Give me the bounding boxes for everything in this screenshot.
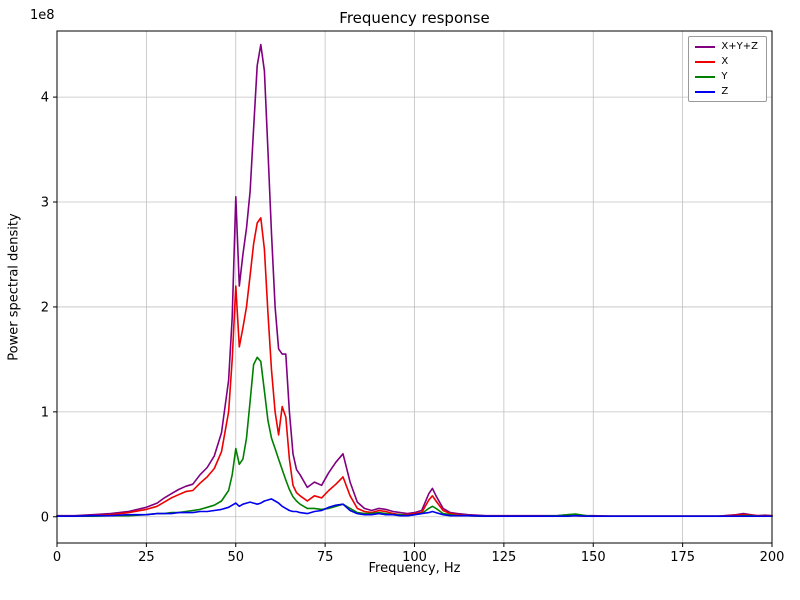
x-tick-label: 175	[670, 550, 695, 565]
legend-label: Z	[721, 86, 729, 97]
legend-label: Y	[721, 71, 728, 82]
legend-entry: X	[695, 56, 758, 67]
x-tick-label: 125	[491, 550, 516, 565]
x-axis-label: Frequency, Hz	[368, 561, 461, 576]
y-tick-label: 0	[41, 510, 49, 525]
y-tick-label: 2	[41, 300, 49, 315]
legend-line-swatch	[695, 45, 716, 48]
chart-title: Frequency response	[339, 9, 490, 27]
legend-label: X	[721, 56, 729, 67]
x-tick-label: 50	[227, 550, 244, 565]
legend-entry: Z	[695, 86, 758, 97]
x-tick-label: 0	[53, 550, 61, 565]
y-tick-label: 4	[41, 91, 49, 106]
legend-label: X+Y+Z	[721, 41, 758, 52]
legend: X+Y+Z X Y Z	[688, 36, 767, 102]
x-tick-label: 100	[402, 550, 427, 565]
x-tick-label: 200	[760, 550, 785, 565]
legend-entry: X+Y+Z	[695, 41, 758, 52]
y-axis-label: Power spectral density	[6, 213, 22, 361]
legend-line-swatch	[695, 90, 716, 93]
y-tick-label: 3	[41, 196, 49, 211]
x-tick-label: 150	[581, 550, 606, 565]
legend-entry: Y	[695, 71, 758, 82]
y-axis-offset-label: 1e8	[30, 8, 55, 23]
x-tick-label: 25	[138, 550, 155, 565]
legend-line-swatch	[695, 60, 716, 63]
y-tick-label: 1	[41, 405, 49, 420]
legend-line-swatch	[695, 75, 716, 78]
series-line-Z	[56, 498, 773, 518]
x-tick-label: 75	[317, 550, 334, 565]
